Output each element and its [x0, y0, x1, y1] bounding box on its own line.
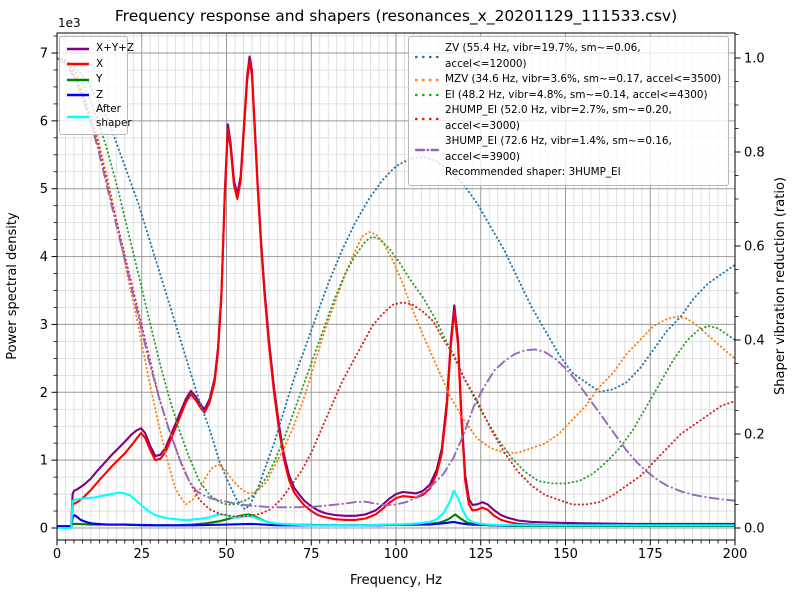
- legend-line-sample: [67, 78, 89, 81]
- x-tick-label: 150: [553, 547, 578, 562]
- x-tick-label: 200: [723, 547, 748, 562]
- legend-entry-2hump-ei: 2HUMP_EI (52.0 Hz, vibr=2.7%, sm~=0.20, …: [415, 103, 722, 134]
- legend-line-sample: [415, 78, 439, 81]
- legend-line-sample: [415, 94, 439, 97]
- legend-label-3hump-ei: 3HUMP_EI (72.6 Hz, vibr=1.4%, sm~=0.16, …: [445, 135, 672, 163]
- legend-line-sample: [67, 47, 89, 50]
- legend-entry-after-shaper: After shaper: [66, 103, 132, 130]
- legend-entry-x: X: [66, 57, 121, 73]
- legend-shapers: ZV (55.4 Hz, vibr=19.7%, sm~=0.06, accel…: [408, 36, 729, 186]
- series-x: [57, 60, 735, 528]
- y-right-tick-label: 1.0: [744, 52, 765, 67]
- y-right-tick-label: 0.6: [744, 240, 765, 255]
- legend-line-sample: [67, 115, 89, 118]
- y-left-tick-label: 1: [40, 454, 48, 469]
- y-right-tick-label: 0.2: [744, 428, 765, 443]
- series-after-shaper: [57, 489, 735, 530]
- series-2hump-ei: [57, 57, 735, 518]
- x-tick-label: 50: [218, 547, 235, 562]
- y-left-tick-label: 2: [40, 386, 48, 401]
- legend-entry-zv: ZV (55.4 Hz, vibr=19.7%, sm~=0.06, accel…: [415, 41, 722, 72]
- legend-label-xyz: X+Y+Z: [96, 42, 134, 54]
- axis-tick-labels: 0 25 50 75 100 125 150 175 200 0 1 2 3 4 5 6 7 0.0 0.2 0.4 0…: [40, 47, 765, 562]
- series-zv: [57, 57, 735, 511]
- legend-label-z: Z: [96, 88, 104, 101]
- series-3hump-ei: [57, 57, 735, 509]
- y-left-tick-label: 5: [40, 182, 48, 197]
- series-mzv: [57, 57, 735, 506]
- legend-line-sample: [415, 117, 439, 120]
- legend-line-sample: [67, 94, 89, 97]
- y-axis-offset-text: 1e3: [58, 16, 81, 30]
- legend-entry-ei: EI (48.2 Hz, vibr=4.8%, sm~=0.14, accel<…: [415, 88, 722, 104]
- legend-entry-3hump-ei: 3HUMP_EI (72.6 Hz, vibr=1.4%, sm~=0.16, …: [415, 134, 722, 165]
- y-right-tick-label: 0.0: [744, 522, 765, 537]
- legend-psd: X+Y+Z X Y Z After shaper: [59, 36, 134, 135]
- axis-ticks: [51, 34, 741, 546]
- legend-entry-z: Z: [66, 88, 121, 104]
- y-left-tick-label: 3: [40, 318, 48, 333]
- legend-label-x: X: [96, 57, 104, 70]
- x-tick-label: 175: [638, 547, 663, 562]
- x-tick-label: 25: [133, 547, 150, 562]
- legend-label-ei: EI (48.2 Hz, vibr=4.8%, sm~=0.14, accel<…: [445, 88, 708, 101]
- y-axis-label-right: Shaper vibration reduction (ratio): [773, 177, 788, 395]
- series-ei: [57, 57, 735, 506]
- legend-line-sample: [415, 148, 439, 151]
- y-left-tick-label: 7: [40, 47, 48, 62]
- recommended-shaper-text: Recommended shaper: 3HUMP_EI: [445, 166, 621, 178]
- y-left-tick-label: 0: [40, 522, 48, 537]
- legend-label-zv: ZV (55.4 Hz, vibr=19.7%, sm~=0.06, accel…: [445, 42, 641, 70]
- y-right-tick-label: 0.4: [744, 334, 765, 349]
- legend-label-y: Y: [96, 73, 103, 85]
- legend-label-2hump-ei: 2HUMP_EI (52.0 Hz, vibr=2.7%, sm~=0.20, …: [445, 104, 672, 132]
- chart-title: Frequency response and shapers (resonanc…: [115, 7, 677, 26]
- plot-curves: [57, 55, 735, 530]
- legend-entry-recommended-shaper: Recommended shaper: 3HUMP_EI: [415, 165, 722, 181]
- legend-entry-xyz: X+Y+Z: [66, 41, 134, 57]
- legend-entry-y: Y: [66, 72, 121, 88]
- y-left-tick-label: 4: [40, 250, 48, 265]
- x-tick-label: 100: [384, 547, 409, 562]
- x-axis-label: Frequency, Hz: [350, 573, 442, 588]
- y-axis-label-left: Power spectral density: [5, 212, 20, 360]
- y-right-tick-label: 0.8: [744, 146, 765, 161]
- y-left-tick-label: 6: [40, 114, 48, 129]
- legend-entry-mzv: MZV (34.6 Hz, vibr=3.6%, sm~=0.17, accel…: [415, 72, 722, 88]
- x-tick-label: 125: [468, 547, 493, 562]
- legend-label-after-shaper: After shaper: [96, 103, 132, 129]
- legend-line-sample: [67, 63, 89, 66]
- x-tick-label: 0: [53, 547, 61, 562]
- legend-line-sample: [415, 55, 439, 58]
- legend-label-mzv: MZV (34.6 Hz, vibr=3.6%, sm~=0.17, accel…: [445, 73, 722, 85]
- series-z: [57, 514, 735, 528]
- x-tick-label: 75: [303, 547, 320, 562]
